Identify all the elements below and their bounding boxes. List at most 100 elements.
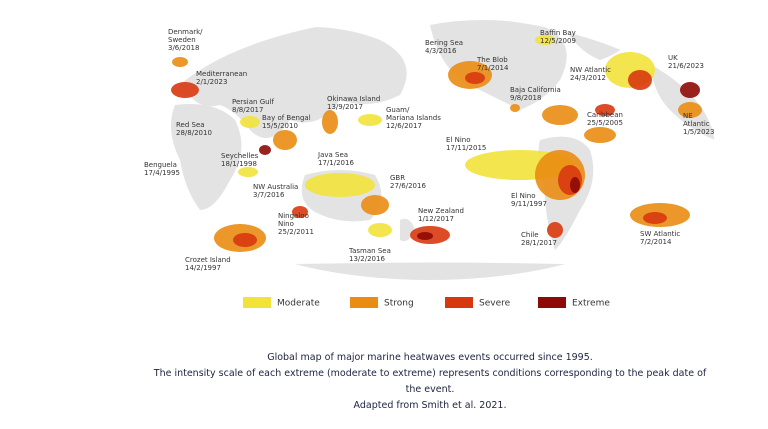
- caption-line: Global map of major marine heatwaves eve…: [267, 352, 593, 363]
- event-name: Guam/: [386, 106, 410, 114]
- heatwave-patch: [510, 104, 520, 112]
- heatwave-patch: [259, 145, 271, 155]
- legend: Moderate Strong Severe Extreme: [243, 297, 610, 309]
- legend-swatch: [538, 297, 566, 308]
- event-date: 12/6/2017: [386, 122, 422, 130]
- event-date: 13/9/2017: [327, 103, 363, 111]
- legend-label: Moderate: [277, 299, 320, 309]
- event-name: Denmark/: [168, 28, 203, 36]
- event-name: Ningaloo: [278, 212, 309, 220]
- event-name: Mariana Islands: [386, 114, 441, 122]
- event-name: NE: [683, 112, 693, 120]
- heatwave-patch: [305, 173, 375, 197]
- heatwave-patch: [273, 130, 297, 150]
- event-date: 24/3/2012: [570, 74, 606, 82]
- heatwave-patch: [292, 206, 308, 218]
- heatwave-patch: [680, 82, 700, 98]
- event-name: Okinawa Island: [327, 95, 380, 103]
- event-date: 12/5/2009: [540, 37, 576, 45]
- event-date: 17/1/2016: [318, 159, 354, 167]
- event-date: 28/8/2010: [176, 129, 212, 137]
- event-date: 7/1/2014: [477, 64, 509, 72]
- event-name: New Zealand: [418, 207, 464, 215]
- event-name: Atlantic: [683, 120, 710, 128]
- caption-line: The intensity scale of each extreme (mod…: [153, 368, 707, 379]
- event-name: Benguela: [144, 161, 177, 169]
- event-date: 15/5/2010: [262, 122, 298, 130]
- legend-swatch: [445, 297, 473, 308]
- heatwave-patch: [584, 127, 616, 143]
- event-date: 17/11/2015: [446, 144, 486, 152]
- event-date: 7/2/2014: [640, 238, 672, 246]
- event-name: GBR: [390, 174, 405, 182]
- heatwave-patch: [628, 70, 652, 90]
- event-name: Baffin Bay: [540, 29, 576, 37]
- heatwave-patch: [240, 116, 260, 128]
- event-name: Caribbean: [587, 111, 623, 119]
- caption-line: the event.: [405, 384, 455, 395]
- heatwave-patch: [172, 57, 188, 67]
- heatwave-patch: [595, 104, 615, 116]
- event-name: Bay of Bengal: [262, 114, 311, 122]
- event-name: Tasman Sea: [348, 247, 391, 255]
- legend-label: Extreme: [572, 299, 610, 309]
- event-date: 3/6/2018: [168, 44, 199, 52]
- heatwave-patch: [171, 82, 199, 98]
- caption: Global map of major marine heatwaves eve…: [110, 350, 750, 414]
- legend-label: Severe: [479, 299, 511, 309]
- event-name: Sweden: [168, 36, 196, 44]
- event-name: El Nino: [446, 136, 471, 144]
- event-name: NW Australia: [253, 183, 298, 191]
- event-name: SW Atlantic: [640, 230, 680, 238]
- event-name: The Blob: [476, 56, 508, 64]
- heatwave-patch: [233, 233, 257, 247]
- event-name: Seychelles: [221, 152, 259, 160]
- event-name: Chile: [521, 231, 539, 239]
- event-date: 2/1/2023: [196, 78, 227, 86]
- event-date: 13/2/2016: [349, 255, 385, 263]
- event-name: El Nino: [511, 192, 536, 200]
- caption-line: Adapted from Smith et al. 2021.: [353, 400, 507, 411]
- heatwave-patch: [358, 114, 382, 126]
- event-date: 21/6/2023: [668, 62, 704, 70]
- event-date: 25/5/2005: [587, 119, 623, 127]
- heatwave-patch: [417, 232, 433, 240]
- event-name: Bering Sea: [425, 39, 463, 47]
- event-date: 8/8/2017: [232, 106, 263, 114]
- heatwave-patch: [368, 223, 392, 237]
- event-name: Java Sea: [317, 151, 348, 159]
- event-name: Baja California: [510, 86, 561, 94]
- event-name: Mediterranean: [196, 70, 247, 78]
- event-date: 1/5/2023: [683, 128, 714, 136]
- event-name: UK: [668, 54, 678, 62]
- heatwave-patch: [535, 35, 555, 45]
- legend-swatch: [350, 297, 378, 308]
- event-date: 1/12/2017: [418, 215, 454, 223]
- heatwave-areas: [171, 35, 702, 252]
- event-date: 18/1/1998: [221, 160, 257, 168]
- event-name: NW Atlantic: [570, 66, 611, 74]
- heatwave-patch: [322, 110, 338, 134]
- event-date: 28/1/2017: [521, 239, 557, 247]
- event-date: 3/7/2016: [253, 191, 285, 199]
- heatwave-patch: [570, 177, 580, 193]
- event-date: 14/2/1997: [185, 264, 221, 272]
- legend-swatch: [243, 297, 271, 308]
- event-date: 25/2/2011: [278, 228, 314, 236]
- event-name: Persian Gulf: [232, 98, 275, 106]
- heatwave-patch: [238, 167, 258, 177]
- event-name: Nino: [278, 220, 294, 228]
- heatwave-patch: [547, 222, 563, 238]
- event-date: 27/6/2016: [390, 182, 426, 190]
- event-date: 9/8/2018: [510, 94, 541, 102]
- heatwave-patch: [361, 195, 389, 215]
- heatwave-patch: [542, 105, 578, 125]
- event-name: Crozet Island: [185, 256, 231, 264]
- heatwave-patch: [643, 212, 667, 224]
- legend-label: Strong: [384, 299, 414, 309]
- event-date: 9/11/1997: [511, 200, 547, 208]
- event-date: 4/3/2016: [425, 47, 457, 55]
